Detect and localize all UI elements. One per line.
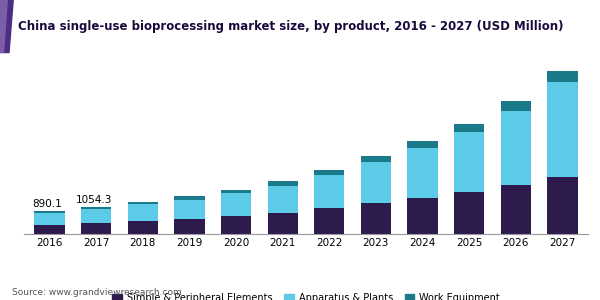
- Bar: [547, 177, 578, 234]
- Bar: [128, 202, 158, 204]
- Bar: [314, 175, 344, 208]
- Bar: [34, 225, 65, 234]
- Bar: [361, 156, 391, 162]
- Bar: [547, 71, 578, 82]
- Legend: Simple & Peripheral Elements, Apparatus & Plants, Work Equipment: Simple & Peripheral Elements, Apparatus …: [108, 289, 504, 300]
- Bar: [34, 211, 65, 213]
- Bar: [268, 186, 298, 213]
- Text: Source: www.grandviewresearch.com: Source: www.grandviewresearch.com: [12, 288, 182, 297]
- Bar: [268, 182, 298, 186]
- Bar: [454, 192, 484, 234]
- Bar: [500, 111, 531, 185]
- Bar: [34, 213, 65, 225]
- Bar: [128, 221, 158, 234]
- Bar: [314, 208, 344, 234]
- Bar: [314, 170, 344, 175]
- Bar: [221, 216, 251, 234]
- Text: China single-use bioprocessing market size, by product, 2016 - 2027 (USD Million: China single-use bioprocessing market si…: [18, 20, 563, 33]
- Text: 890.1: 890.1: [32, 199, 62, 209]
- Bar: [221, 190, 251, 194]
- Bar: [128, 204, 158, 221]
- Bar: [175, 219, 205, 234]
- Bar: [268, 213, 298, 234]
- Bar: [500, 101, 531, 111]
- Polygon shape: [0, 0, 7, 52]
- Bar: [175, 196, 205, 200]
- Bar: [500, 185, 531, 234]
- Bar: [547, 82, 578, 177]
- Bar: [81, 223, 112, 234]
- Bar: [81, 209, 112, 223]
- Bar: [407, 141, 437, 148]
- Polygon shape: [0, 0, 13, 52]
- Bar: [454, 124, 484, 132]
- Bar: [81, 207, 112, 209]
- Text: 1054.3: 1054.3: [76, 195, 112, 205]
- Bar: [407, 148, 437, 198]
- Bar: [221, 194, 251, 216]
- Bar: [361, 203, 391, 234]
- Bar: [454, 132, 484, 192]
- Bar: [407, 198, 437, 234]
- Bar: [361, 162, 391, 203]
- Bar: [175, 200, 205, 219]
